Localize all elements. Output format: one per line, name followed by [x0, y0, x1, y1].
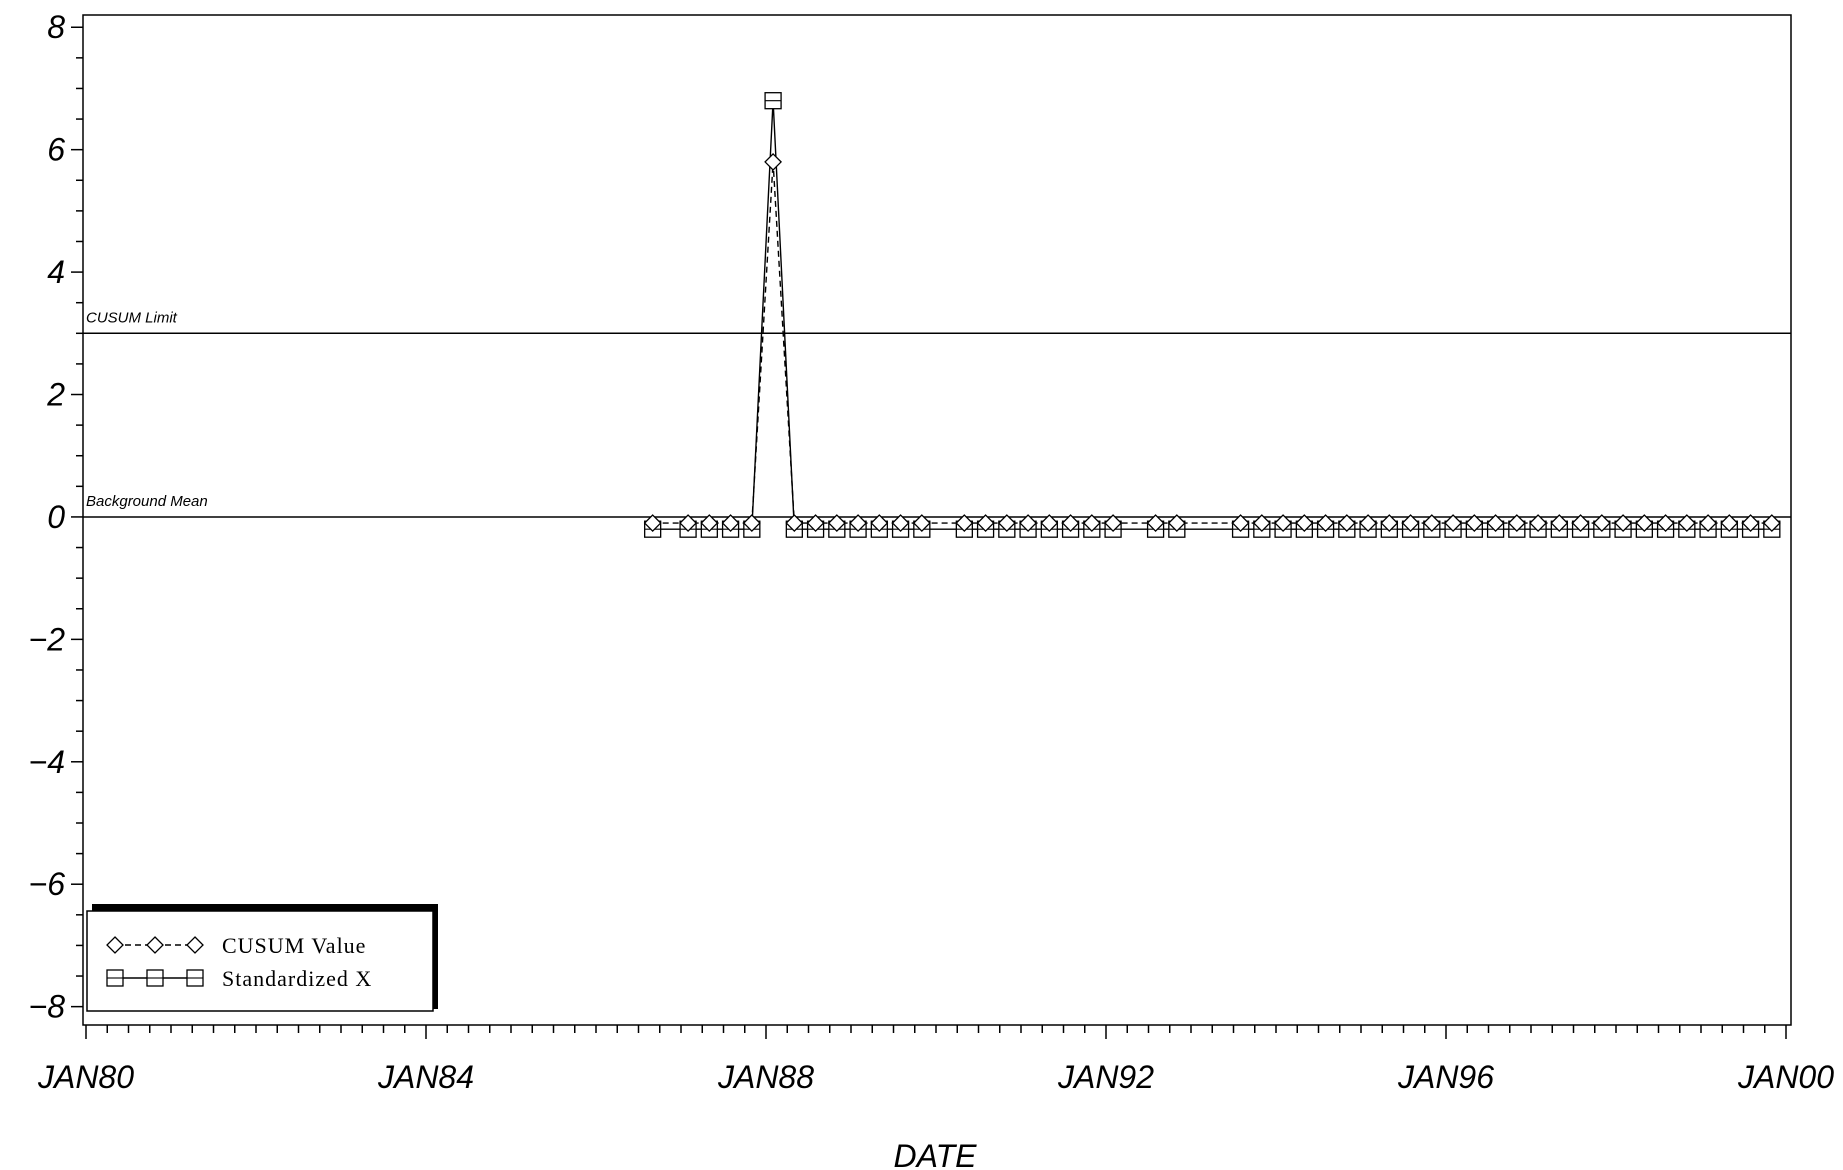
cusum-point [1656, 514, 1675, 532]
legend-marker-standardized [186, 969, 204, 987]
cusum-point [1316, 514, 1335, 532]
y-tick-label: 8 [47, 9, 65, 45]
x-tick-label: JAN80 [37, 1059, 134, 1095]
standardized-point [764, 92, 782, 110]
legend-items [106, 936, 204, 987]
series-layer [643, 92, 1781, 538]
cusum-point [679, 514, 698, 532]
cusum-point [1529, 514, 1548, 532]
cusum-point [1359, 514, 1378, 532]
cusum-point [764, 152, 783, 171]
legend-marker-standardized [106, 969, 124, 987]
y-tick-label: −2 [29, 621, 66, 657]
legend-label-cusum: CUSUM Value [222, 933, 366, 958]
legend-label-standardized: Standardized X [222, 966, 372, 991]
cusum-point [1592, 514, 1611, 532]
cusum-point [742, 514, 761, 532]
cusum-point [1507, 514, 1526, 532]
series-line-cusum [652, 161, 1772, 524]
cusum-point [1252, 514, 1271, 532]
cusum-point [997, 514, 1016, 532]
cusum-point [1167, 514, 1186, 532]
cusum-point [1231, 514, 1250, 532]
cusum-point [721, 514, 740, 532]
cusum-point [1295, 514, 1314, 532]
legend-marker-cusum [146, 936, 164, 954]
cusum-point [785, 514, 804, 532]
cusum-point [891, 514, 910, 532]
cusum-point [976, 514, 995, 532]
cusum-point [1550, 514, 1569, 532]
cusum-point [1422, 514, 1441, 532]
cusum-point [1486, 514, 1505, 532]
cusum-point [912, 514, 931, 532]
plot-frame [82, 14, 1792, 1026]
cusum-point [1635, 514, 1654, 532]
cusum-point [1677, 514, 1696, 532]
legend-marker-cusum [186, 936, 204, 954]
cusum-point [1720, 514, 1739, 532]
ref-label-background-mean: Background Mean [86, 493, 208, 510]
x-axis-title: DATE [894, 1138, 978, 1170]
cusum-point [1040, 514, 1059, 532]
cusum-point [1699, 514, 1718, 532]
x-tick-label: JAN00 [1737, 1059, 1834, 1095]
cusum-point [1146, 514, 1165, 532]
cusum-point [849, 514, 868, 532]
y-tick-label: −8 [29, 989, 66, 1025]
cusum-point [1444, 514, 1463, 532]
series-line-standardized [652, 100, 1772, 530]
y-tick-label: 2 [46, 377, 65, 413]
cusum-point [955, 514, 974, 532]
cusum-point [1380, 514, 1399, 532]
x-tick-label: JAN84 [377, 1059, 474, 1095]
cusum-point [643, 514, 662, 532]
x-axis: JAN80 JAN84 JAN88 JAN92 JAN96 JAN00 [37, 1025, 1834, 1095]
ref-label-cusum-limit: CUSUM Limit [86, 309, 178, 326]
x-tick-label: JAN88 [717, 1059, 814, 1095]
y-tick-label: −4 [29, 744, 65, 780]
cusum-point [1274, 514, 1293, 532]
cusum-point [1571, 514, 1590, 532]
y-tick-label: 6 [47, 132, 65, 168]
y-tick-label: 4 [47, 254, 65, 290]
cusum-point [1741, 514, 1760, 532]
cusum-point [827, 514, 846, 532]
cusum-point [1104, 514, 1123, 532]
cusum-point [806, 514, 825, 532]
cusum-point [1061, 514, 1080, 532]
x-tick-label: JAN96 [1397, 1059, 1494, 1095]
legend-marker-cusum [106, 936, 124, 954]
y-axis: 8 6 4 2 0 −2 −4 −6 −8 [29, 9, 83, 1025]
cusum-point [870, 514, 889, 532]
cusum-point [1019, 514, 1038, 532]
cusum-point [1614, 514, 1633, 532]
legend-marker-standardized [146, 969, 164, 987]
cusum-point [1465, 514, 1484, 532]
cusum-point [1082, 514, 1101, 532]
cusum-point [1337, 514, 1356, 532]
legend: CUSUM Value Standardized X [86, 904, 438, 1012]
y-tick-label: 0 [47, 499, 65, 535]
cusum-point [1762, 514, 1781, 532]
cusum-point [700, 514, 719, 532]
y-tick-label: −6 [29, 866, 66, 902]
x-tick-label: JAN92 [1057, 1059, 1154, 1095]
legend-box [86, 910, 434, 1012]
cusum-point [1401, 514, 1420, 532]
